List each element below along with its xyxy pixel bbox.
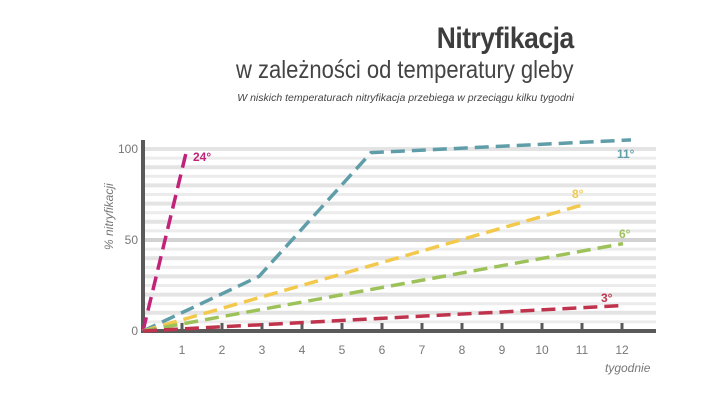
y-tick-label: 0: [131, 324, 138, 338]
series-line: [142, 241, 624, 333]
x-axis-label: tygodnie: [605, 361, 651, 375]
series-line: [142, 303, 624, 333]
x-tick-label: 6: [379, 343, 386, 357]
x-tick-label: 10: [535, 343, 549, 357]
chart-note: W niskich temperaturach nitryfikacja prz…: [237, 92, 574, 104]
series-line: [142, 201, 588, 333]
x-tick-label: 1: [179, 343, 186, 357]
y-tick-label: 100: [118, 142, 138, 156]
x-tick-label: 4: [299, 343, 306, 357]
series-label: 8°: [572, 187, 584, 201]
series-label: 6°: [619, 227, 631, 241]
chart-title: Nitryfikacja: [436, 22, 574, 55]
y-tick-label: 50: [125, 233, 139, 247]
x-tick-label: 8: [459, 343, 466, 357]
series-label: 3°: [601, 291, 613, 305]
y-axis-label: % nitryfikacji: [102, 183, 116, 250]
x-tick-label: 2: [219, 343, 226, 357]
series-line: [141, 148, 189, 332]
chart-subtitle: w zależności od temperatury gleby: [236, 56, 574, 84]
x-tick-label: 7: [419, 343, 426, 357]
x-tick-label: 9: [499, 343, 506, 357]
series-label: 11°: [617, 147, 635, 161]
x-tick-label: 3: [259, 343, 266, 357]
series-label: 24°: [193, 150, 211, 164]
series-line: [142, 138, 632, 333]
x-tick-label: 12: [615, 343, 629, 357]
x-tick-label: 11: [576, 343, 589, 357]
x-tick-label: 5: [339, 343, 346, 357]
